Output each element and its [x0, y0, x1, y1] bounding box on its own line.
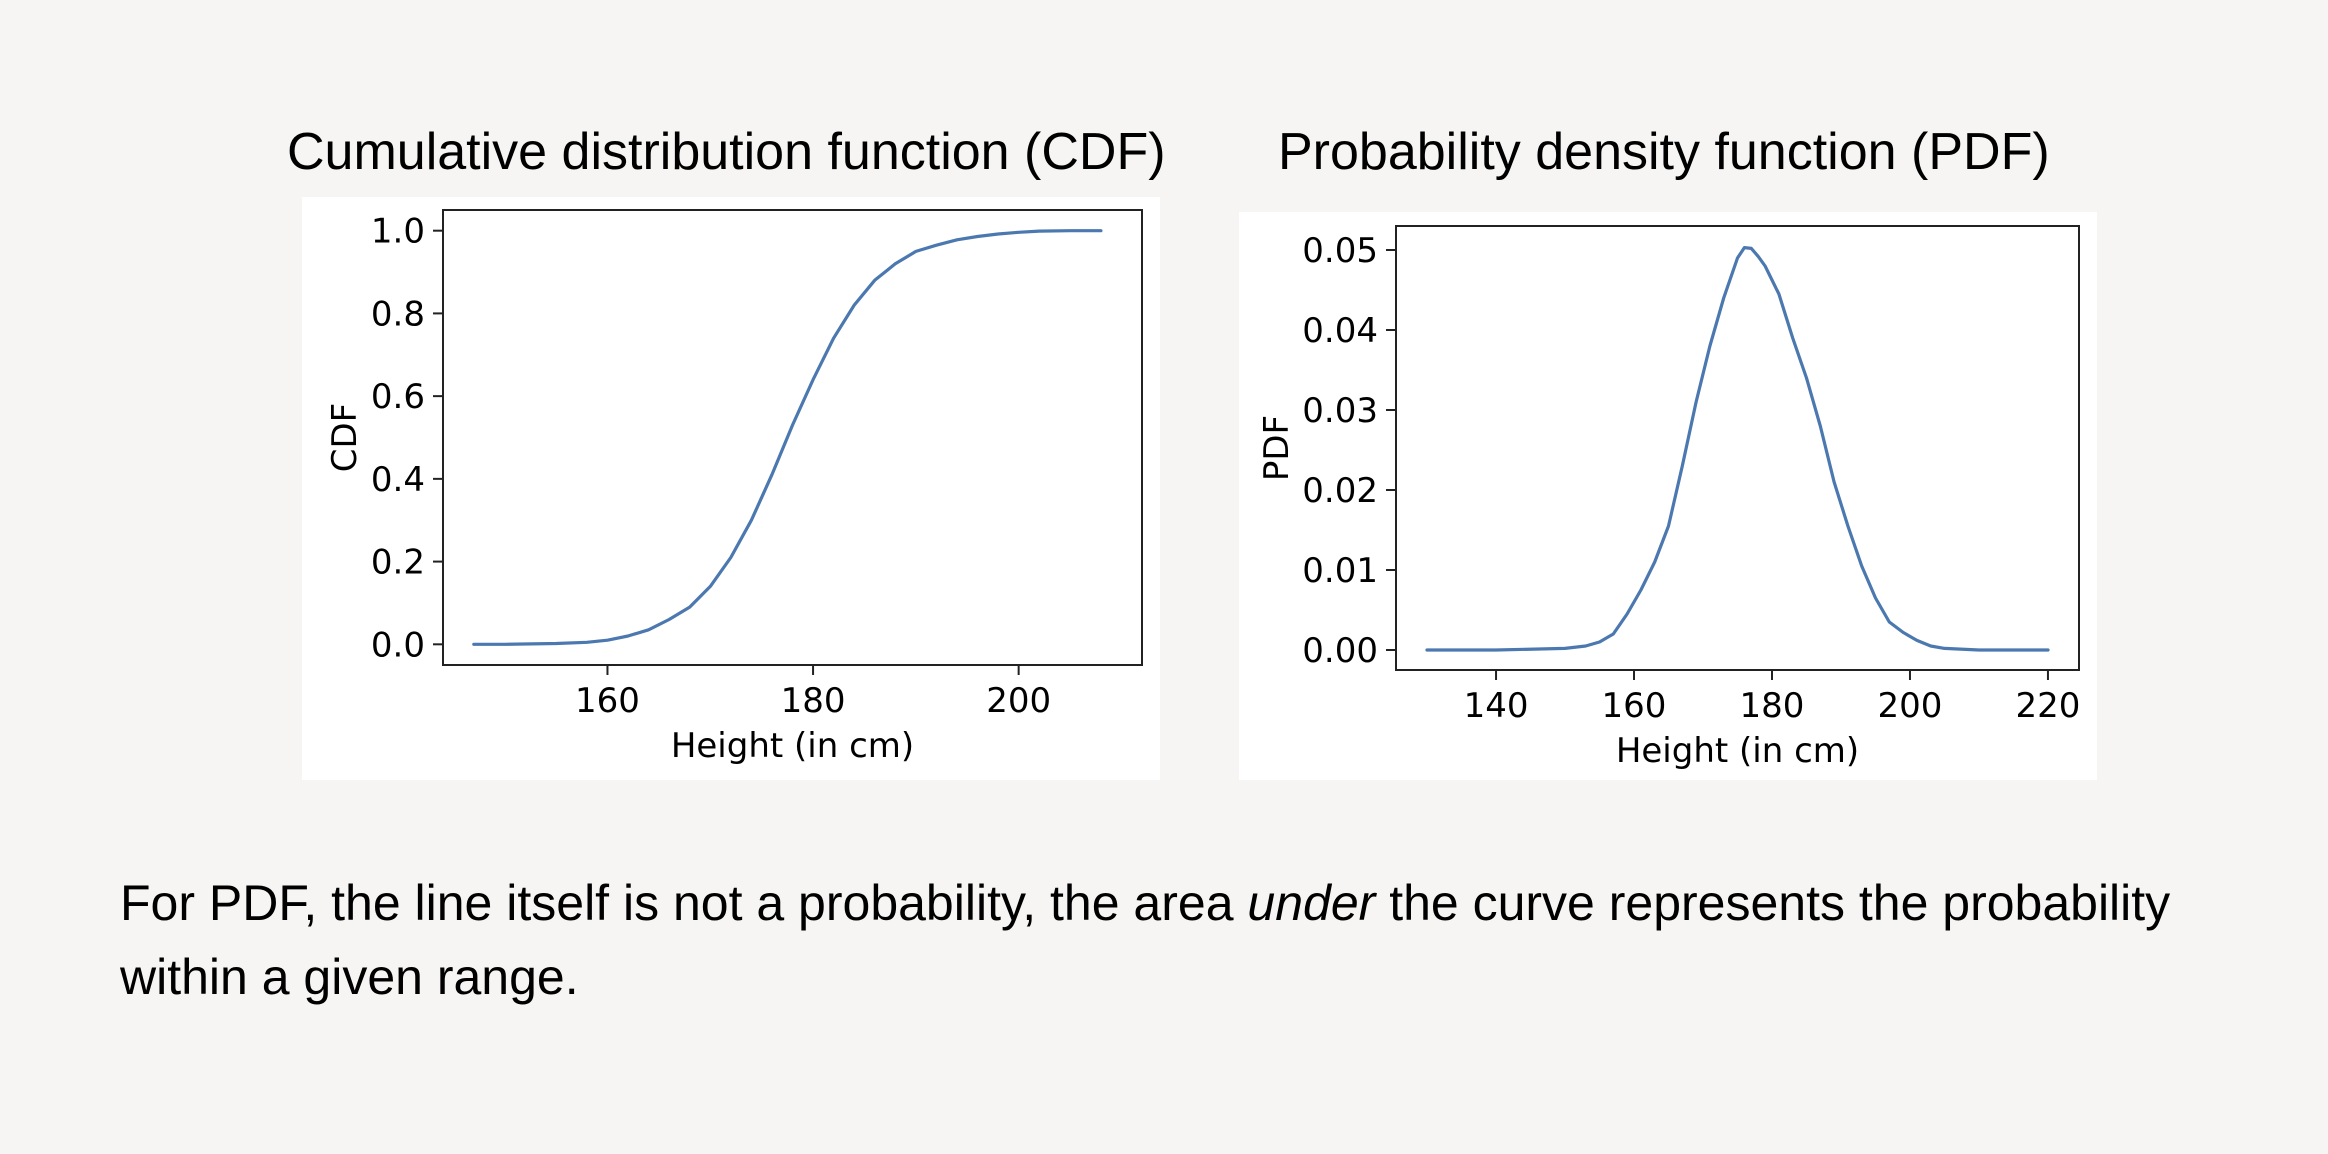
cdf-chart-title: Cumulative distribution function (CDF)	[287, 123, 1166, 181]
cdf-ytick-label: 1.0	[371, 212, 425, 252]
pdf-plot-svg: 0.00 0.01 0.02 0.03 0.04 0.05 140 160 180 200 220 H…	[1257, 225, 2081, 771]
pdf-ytick-label: 0.00	[1302, 631, 1378, 671]
cdf-xtick-label: 180	[781, 681, 846, 721]
cdf-xtick-label: 160	[575, 681, 640, 721]
cdf-series-line	[472, 229, 1103, 646]
cdf-axes-frame	[442, 209, 1143, 666]
pdf-xtick-label: 220	[2016, 686, 2081, 726]
cdf-y-axis-label: CDF	[325, 403, 365, 472]
cdf-ytick-label: 0.4	[371, 460, 425, 500]
caption-text-before: For PDF, the line itself is not a probab…	[120, 875, 1248, 931]
pdf-xtick-label: 140	[1464, 686, 1529, 726]
pdf-y-axis-label: PDF	[1257, 415, 1297, 481]
pdf-chart-title: Probability density function (PDF)	[1278, 123, 2050, 181]
pdf-ytick-label: 0.02	[1302, 471, 1378, 511]
caption: For PDF, the line itself is not a probab…	[120, 866, 2240, 1014]
cdf-xtick-label: 200	[986, 681, 1051, 721]
cdf-ytick-label: 0.2	[371, 543, 425, 583]
cdf-ytick-label: 0.8	[371, 294, 425, 334]
caption-emphasis: under	[1247, 875, 1376, 931]
pdf-axes-frame	[1395, 225, 2080, 671]
cdf-ytick-label: 0.0	[371, 625, 425, 665]
caption-text-after: the curve represents the probability wit…	[120, 875, 2171, 1005]
cdf-plot-svg: 0.0 0.2 0.4 0.6 0.8 1.0 160 180 200 Height (in cm…	[325, 209, 1143, 766]
pdf-ytick-label: 0.05	[1302, 231, 1378, 271]
pdf-xtick-label: 160	[1602, 686, 1667, 726]
pdf-chart: 0.00 0.01 0.02 0.03 0.04 0.05 140 160 180 200 220 H…	[1239, 212, 2097, 780]
cdf-ytick-label: 0.6	[371, 377, 425, 417]
pdf-x-axis-label: Height (in cm)	[1616, 731, 1859, 771]
pdf-ytick-label: 0.01	[1302, 551, 1378, 591]
cdf-chart: 0.0 0.2 0.4 0.6 0.8 1.0 160 180 200 Height (in cm…	[302, 197, 1160, 780]
pdf-ytick-label: 0.04	[1302, 311, 1378, 351]
cdf-x-axis-label: Height (in cm)	[671, 726, 914, 766]
pdf-xtick-label: 200	[1878, 686, 1943, 726]
pdf-xtick-label: 180	[1740, 686, 1805, 726]
pdf-ytick-label: 0.03	[1302, 391, 1378, 431]
pdf-series-line	[1425, 246, 2050, 652]
